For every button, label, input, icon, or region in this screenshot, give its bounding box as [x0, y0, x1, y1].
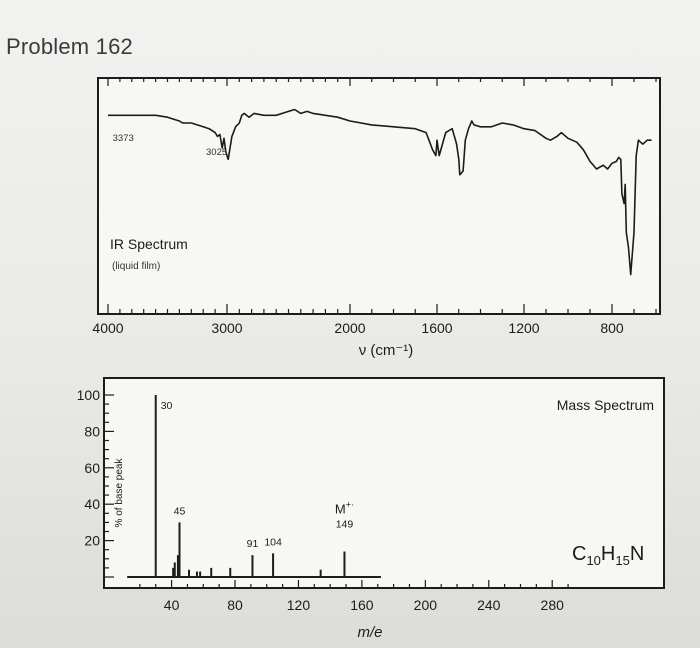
ms-peak-label: 45	[174, 505, 186, 517]
formula-c: C	[572, 543, 586, 565]
ir-x-tick-labels: 4000 3000 2000 1600 1200 800	[92, 320, 623, 336]
ir-peak-annotation: 3373	[113, 133, 134, 144]
ms-y-tick-label: 60	[84, 460, 100, 476]
ms-peak-label: 30	[161, 400, 173, 412]
ir-peak-annotations: 3373 3025	[113, 133, 228, 158]
ms-y-tick-label: 20	[84, 533, 100, 549]
ms-title: Mass Spectrum	[557, 397, 654, 413]
ir-x-tick-label: 3000	[211, 320, 242, 336]
ms-x-label: m/e	[357, 624, 382, 641]
ms-y-tick-labels: 20 40 60 80 100	[77, 387, 101, 549]
formula-h-sub: 15	[615, 553, 629, 568]
ms-plot-frame	[103, 377, 665, 589]
formula-h: H	[601, 543, 615, 565]
molecular-formula: C10H15N	[572, 543, 644, 568]
ir-x-tick-label: 4000	[92, 320, 123, 336]
ms-peak-label: 91	[247, 538, 259, 550]
formula-c-sub: 10	[586, 553, 600, 568]
ir-x-tick-label: 1600	[421, 320, 452, 336]
ms-x-tick-label: 160	[350, 597, 374, 613]
ms-y-tick-label: 40	[84, 496, 100, 512]
ir-x-tick-label: 2000	[334, 320, 365, 336]
ir-peak-annotation: 3025	[206, 147, 227, 158]
ms-x-tick-labels: 40 80 120 160 200 240 280	[164, 597, 564, 613]
formula-n: N	[630, 543, 644, 565]
ir-title: IR Spectrum	[110, 236, 188, 252]
problem-title: Problem 162	[6, 34, 133, 59]
ms-peak-label: 149	[336, 519, 354, 531]
ms-peak-label: 104	[264, 536, 282, 548]
ir-plot-frame	[97, 77, 661, 315]
ir-subtitle: (liquid film)	[112, 261, 160, 272]
ir-x-label: ν (cm⁻¹)	[359, 342, 414, 359]
ms-x-tick-label: 240	[477, 597, 501, 613]
ms-x-tick-label: 280	[541, 597, 565, 613]
ms-axes	[104, 394, 569, 588]
ir-spectrum-curve	[108, 108, 652, 276]
ms-peaks	[154, 395, 346, 577]
ms-x-tick-label: 80	[227, 597, 243, 613]
ir-minor-ticks	[107, 78, 657, 314]
ir-spectrum-panel: 3373 3025 IR Spectrum (liquid film) 4000 3…	[92, 77, 661, 359]
ms-x-tick-label: 200	[414, 597, 438, 613]
ms-x-tick-label: 40	[164, 597, 180, 613]
ms-y-tick-label: 80	[84, 423, 100, 439]
ir-x-tick-label: 800	[600, 320, 624, 336]
ms-x-tick-label: 120	[287, 597, 311, 613]
ms-y-tick-label: 100	[77, 387, 101, 403]
ms-y-label: % of base peak	[114, 458, 125, 528]
ir-x-tick-label: 1200	[508, 320, 539, 336]
